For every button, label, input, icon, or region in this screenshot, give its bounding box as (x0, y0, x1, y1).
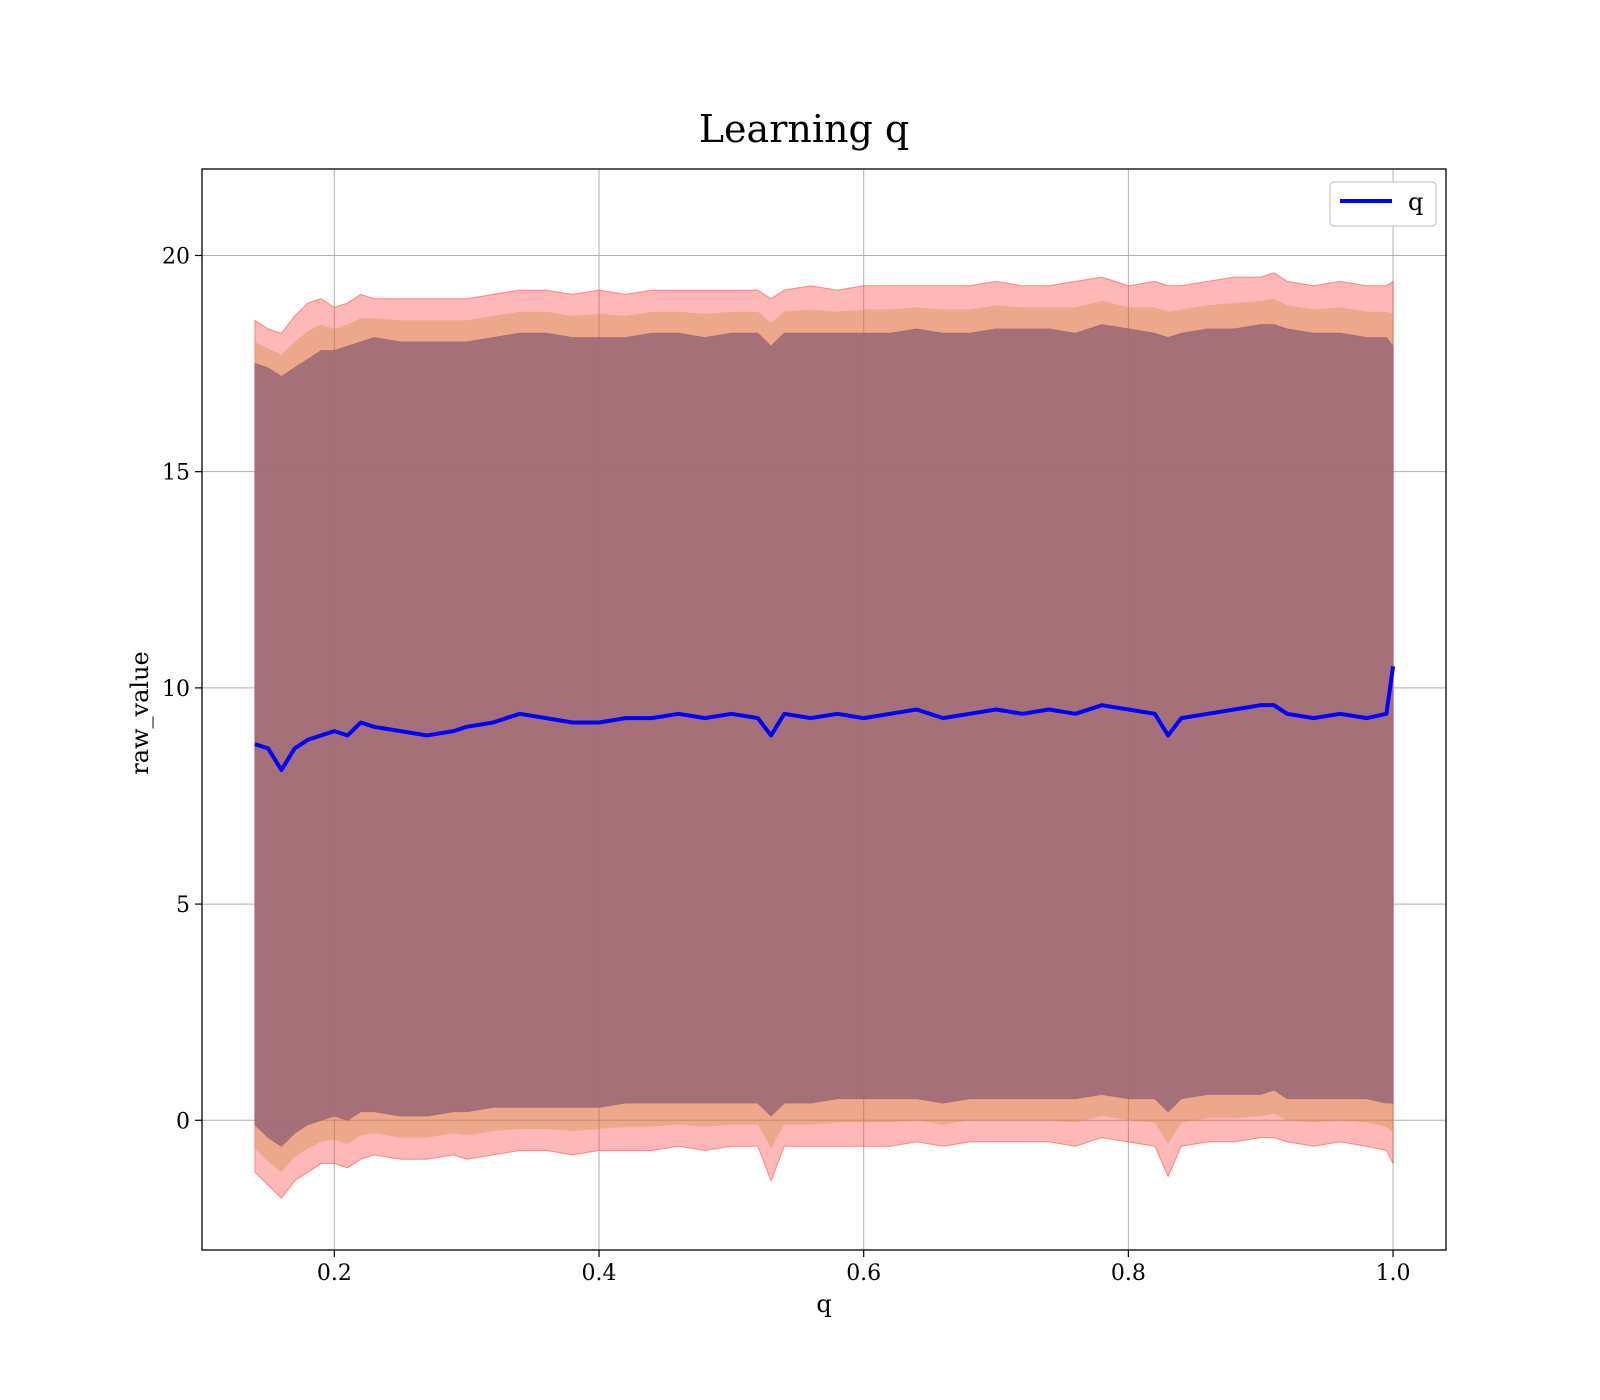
series-lines (254, 665, 1396, 773)
x-tick-label: 0.6 (846, 1261, 881, 1286)
y-axis-label: raw_value (126, 651, 154, 775)
chart-title: Learning q (699, 107, 909, 151)
uncertainty-bands (254, 272, 1394, 1199)
y-ticks: 0 5 10 15 20 (162, 244, 202, 1134)
x-tick-label: 0.8 (1111, 1261, 1146, 1286)
y-tick-label: 0 (176, 1109, 190, 1134)
x-tick-label: 0.4 (582, 1261, 617, 1286)
x-ticks: 0.2 0.4 0.6 0.8 1.0 (317, 1250, 1411, 1286)
band-body (254, 324, 1394, 1147)
x-axis-label: q (816, 1290, 831, 1318)
y-tick-label: 20 (162, 244, 190, 269)
y-tick-label: 10 (162, 677, 190, 702)
x-tick-label: 0.2 (317, 1261, 352, 1286)
x-tick-label: 1.0 (1376, 1261, 1411, 1286)
plot-frame (201, 168, 1447, 1251)
y-tick-label: 15 (162, 461, 190, 486)
legend-box (1329, 181, 1437, 227)
legend: q (1329, 181, 1437, 227)
y-tick-label: 5 (176, 893, 190, 918)
series-line-q (254, 665, 1396, 773)
legend-label-q: q (1408, 188, 1423, 216)
